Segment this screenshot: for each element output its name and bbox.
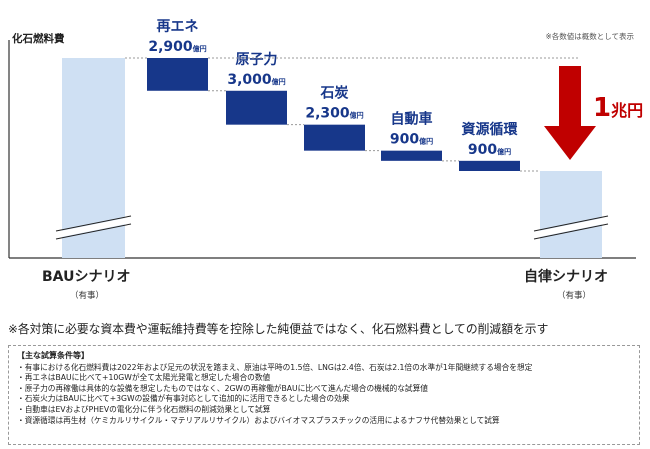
step-value-label: 2,300億円 [305, 106, 363, 122]
condition-item: ・自動車はEVおよびPHEVの電化分に伴う化石燃料の削減効果として試算 [17, 404, 271, 414]
total-reduction-label: 1兆円 [593, 93, 643, 123]
step-bar-原子力 [226, 90, 287, 125]
step-bar-再エネ [147, 58, 208, 91]
condition-item: ・再エネはBAUに比べて+10GWが全て太陽光発電と想定した場合の数値 [17, 373, 271, 383]
condition-item: ・石炭火力はBAUに比べて+3GWの設備が有事対応として追加的に活用できるとした… [17, 394, 350, 404]
step-category-label: 資源循環 [462, 121, 519, 138]
axis-break-line [55, 223, 132, 240]
step-category-label: 石炭 [320, 85, 349, 102]
step-bar-資源循環 [459, 160, 520, 171]
reduction-arrow [544, 66, 596, 160]
step-bar-自動車 [381, 150, 442, 161]
step-value-label: 900億円 [468, 142, 511, 158]
condition-item: ・資源循環は再生材（ケミカルリサイクル・マテリアルリサイクル）およびバイオマスプ… [17, 415, 500, 425]
bau-scenario-sublabel: （有事） [70, 291, 105, 301]
step-category-label: 自動車 [391, 111, 433, 128]
main-note: ※各対策に必要な資本費や運転維持費等を控除した純便益ではなく、化石燃料費としての… [8, 322, 549, 336]
step-unit-label: 億円 [350, 111, 364, 120]
step-category-label: 再エネ [157, 19, 199, 35]
step-value-label: 3,000億円 [227, 72, 285, 88]
top-note: ※各数値は概数として表示 [545, 32, 634, 41]
y-axis-label: 化石燃料費 [12, 33, 65, 45]
autonomous-scenario-label: 自律シナリオ [524, 269, 608, 285]
condition-item: ・有事における化石燃料費は2022年および足元の状況を踏まえ、原油は平時の1.5… [17, 362, 533, 372]
axis-break-line [533, 223, 609, 240]
step-unit-label: 億円 [497, 147, 511, 156]
condition-item: ・原子力の再稼働は具体的な設備を想定したものではなく、2GWの再稼働がBAUに比… [17, 383, 428, 393]
axis-break-gap [55, 217, 132, 238]
autonomous-total-bar [540, 171, 602, 258]
step-category-label: 原子力 [236, 51, 278, 68]
bau-scenario-label: BAUシナリオ [42, 269, 131, 285]
conditions-box: 【主な試算条件等】 ・有事における化石燃料費は2022年および足元の状況を踏まえ… [8, 345, 640, 445]
step-value-label: 2,900億円 [148, 39, 206, 55]
total-reduction-unit: 兆円 [611, 101, 643, 120]
step-unit-label: 億円 [193, 44, 207, 53]
axis-break-gap [533, 217, 609, 238]
autonomous-scenario-sublabel: （有事） [557, 291, 592, 301]
step-unit-label: 億円 [272, 77, 286, 86]
step-bar-石炭 [304, 124, 365, 151]
axis-break-line [533, 215, 609, 232]
step-value-label: 900億円 [390, 132, 433, 148]
conditions-title: 【主な試算条件等】 [17, 351, 89, 360]
axis-break-line [55, 215, 132, 232]
step-unit-label: 億円 [419, 137, 433, 146]
